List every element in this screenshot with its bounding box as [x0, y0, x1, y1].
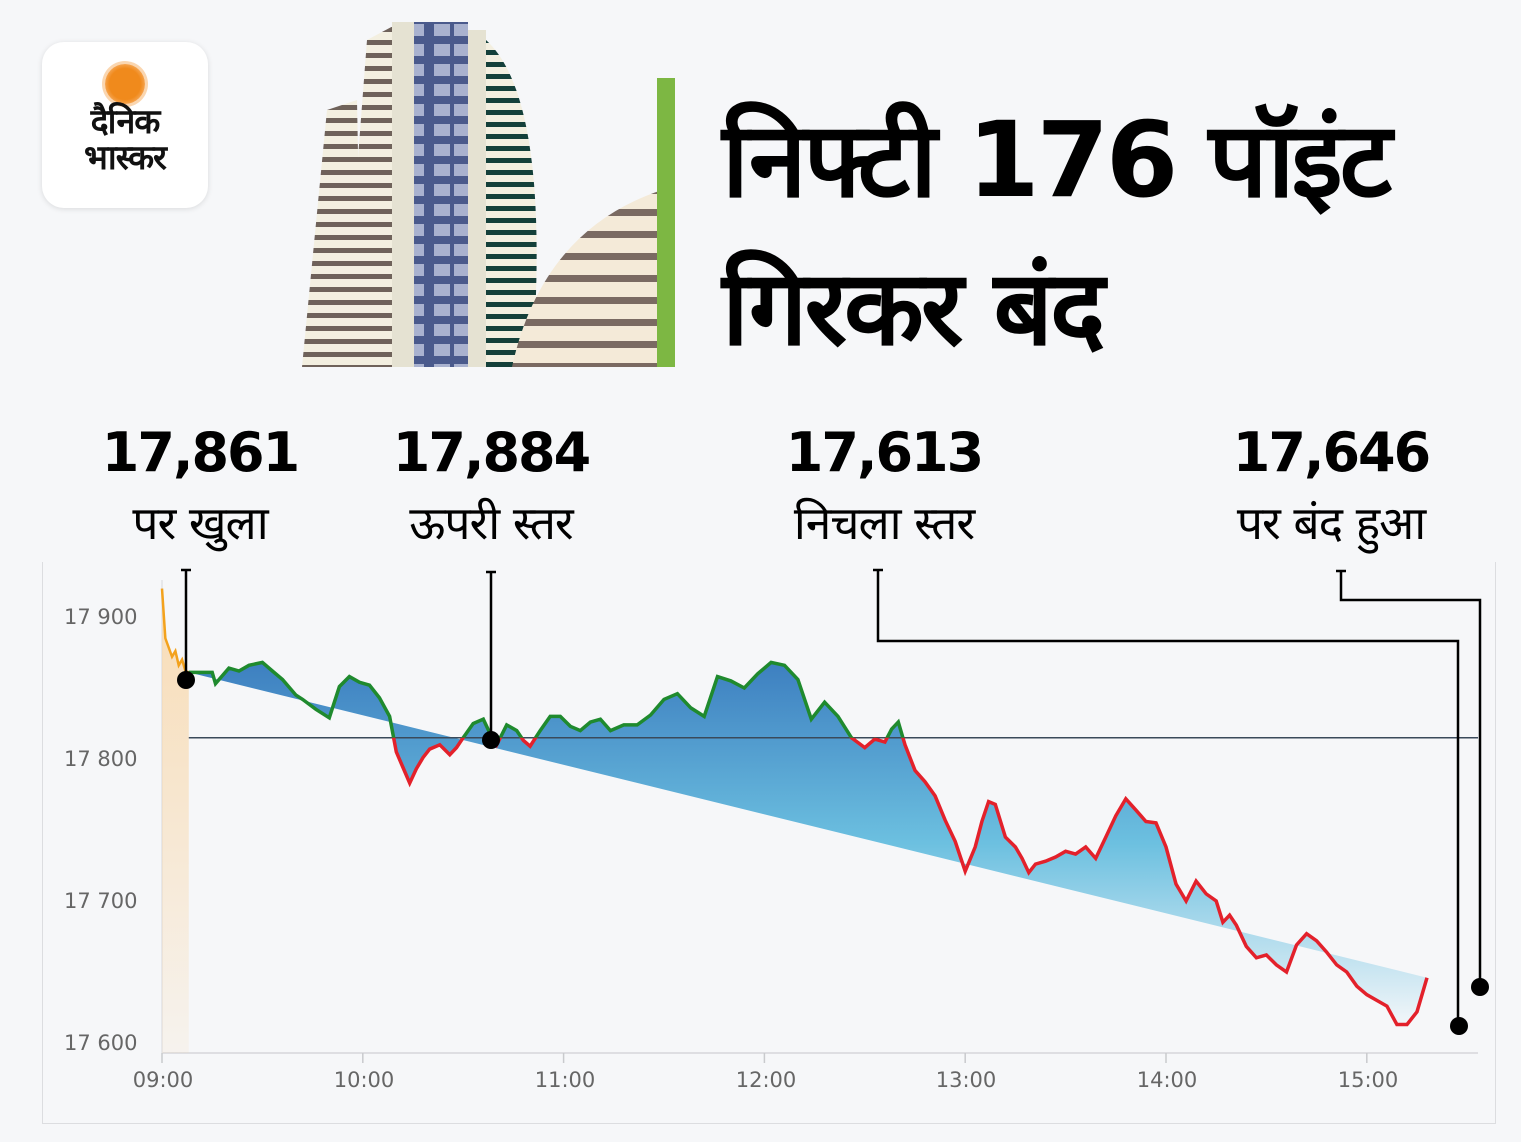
price-area — [188, 662, 1427, 1025]
stat-low-value: 17,613 — [785, 421, 984, 484]
open-marker — [177, 671, 195, 689]
brand-name-line2: भास्कर — [84, 138, 167, 178]
y-tick-17900: 17 900 — [64, 605, 138, 629]
y-tick-17800: 17 800 — [64, 747, 138, 771]
stat-high: 17,884 ऊपरी स्तर — [392, 418, 591, 558]
x-tick-marks — [161, 1053, 1368, 1063]
preopen-area — [162, 588, 189, 1053]
stat-close-label: पर बंद हुआ — [1236, 496, 1426, 550]
price-line-below — [391, 737, 1429, 1027]
headline: निफ्टी 176 पॉइंट गिरकर बंद — [722, 86, 1502, 382]
x-tick-1100: 11:00 — [534, 1068, 596, 1092]
x-tick-0900: 09:00 — [132, 1068, 194, 1092]
x-tick-1500: 15:00 — [1337, 1068, 1399, 1092]
stat-open: 17,861 पर खुला — [101, 418, 300, 558]
stat-close: 17,646 पर बंद हुआ — [1232, 418, 1431, 558]
headline-line1: निफ्टी 176 पॉइंट — [722, 99, 1392, 221]
stat-open-label: पर खुला — [132, 496, 268, 550]
low-marker — [1450, 1017, 1468, 1035]
sun-icon — [105, 64, 145, 104]
x-tick-1300: 13:00 — [935, 1068, 997, 1092]
callouts — [181, 568, 1482, 1025]
y-tick-17600: 17 600 — [64, 1031, 138, 1055]
y-tick-17700: 17 700 — [64, 889, 138, 913]
stat-open-value: 17,861 — [101, 421, 300, 484]
callout-dots — [177, 671, 1489, 1035]
bse-building-icon — [302, 22, 662, 367]
high-marker — [482, 731, 500, 749]
brand-name-line1: दैनिक — [90, 102, 161, 142]
x-tick-1000: 10:00 — [333, 1068, 395, 1092]
dainik-bhaskar-logo[interactable]: दैनिक भास्कर — [42, 42, 208, 208]
stat-low: 17,613 निचला स्तर — [785, 418, 984, 558]
chart-frame — [42, 562, 1496, 1124]
headline-accent-bar — [657, 78, 675, 367]
stat-high-value: 17,884 — [392, 421, 591, 484]
x-tick-1200: 12:00 — [735, 1068, 797, 1092]
price-line-above — [188, 660, 905, 738]
x-tick-1400: 14:00 — [1136, 1068, 1198, 1092]
stat-high-label: ऊपरी स्तर — [409, 496, 574, 550]
headline-line2: गिरकर बंद — [722, 247, 1105, 369]
stat-low-label: निचला स्तर — [793, 496, 975, 550]
close-marker — [1471, 978, 1489, 996]
stat-close-value: 17,646 — [1232, 421, 1431, 484]
